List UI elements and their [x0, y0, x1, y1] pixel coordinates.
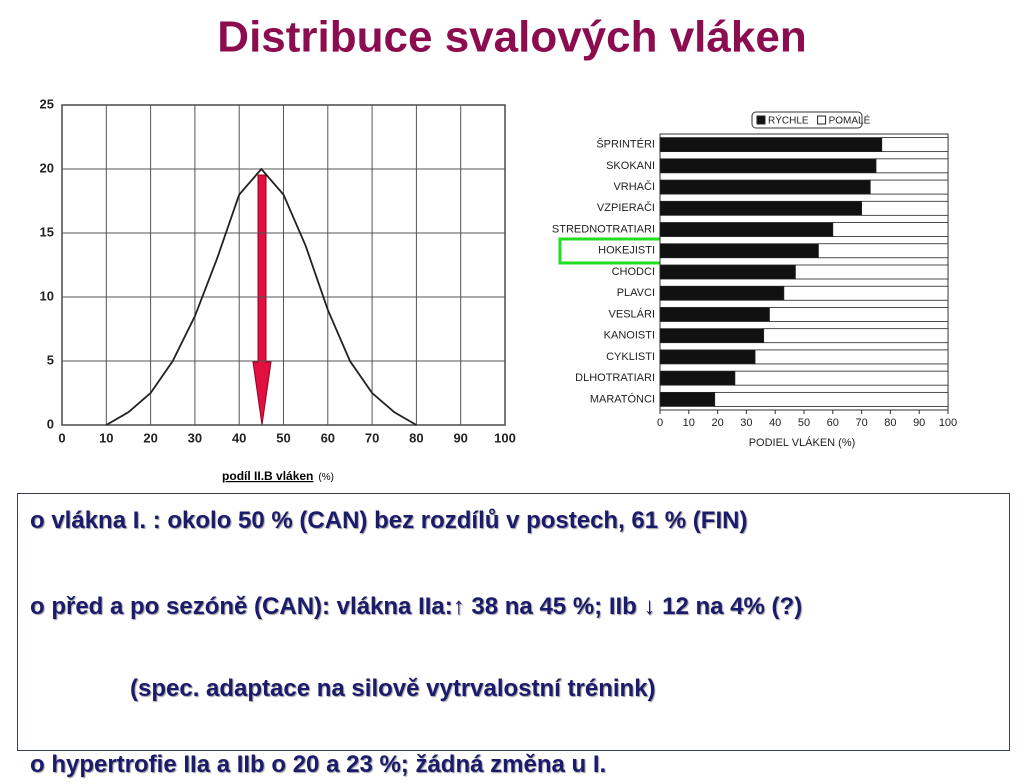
legend-label: POMALÉ [829, 114, 871, 127]
y-tick-label: MARATÓNCI [590, 392, 655, 405]
y-tick-label: DLHOTRATIARI [575, 372, 655, 384]
x-tick-label: 30 [740, 417, 752, 429]
bar [794, 264, 949, 280]
y-tick-label: CYKLISTI [606, 351, 655, 363]
bar [734, 370, 949, 386]
y-tick-label: STREDNOTRATIARI [552, 223, 655, 235]
legend-box [751, 111, 863, 129]
bar [754, 349, 949, 365]
bar [659, 158, 877, 174]
bar [659, 137, 883, 153]
x-tick-label: 100 [939, 417, 957, 429]
bar [881, 137, 949, 153]
x-tick-label: 80 [409, 430, 423, 445]
y-tick-label: 5 [47, 352, 54, 367]
bar [832, 222, 949, 237]
x-tick-label: 0 [657, 417, 663, 429]
y-tick-label: ŠPRINTÉRI [596, 138, 655, 151]
bar [769, 307, 949, 322]
y-tick-label: VESLÁRI [609, 307, 655, 320]
y-tick-label: VZPIERAČI [597, 201, 655, 214]
slide-title: Distribuce svalových vláken [217, 13, 806, 62]
bar [818, 243, 949, 259]
x-tick-label: 70 [365, 430, 379, 445]
sub-text: (spec. adaptace na silově vytrvalostní t… [130, 675, 656, 702]
x-tick-label: 0 [58, 430, 65, 445]
x-tick-label: 40 [232, 430, 246, 445]
legend-swatch [817, 115, 827, 125]
y-tick-label: 0 [47, 416, 54, 431]
y-tick-label: 10 [40, 288, 54, 303]
legend-swatch [756, 115, 766, 125]
x-tick-label: 20 [711, 417, 723, 429]
bullet-text: o před a po sezóně (CAN): vlákna IIa:↑ 3… [30, 593, 803, 620]
x-tick-label: 50 [276, 430, 290, 445]
y-tick-label: VRHAČI [613, 180, 655, 193]
x-axis-label: podíl II.B vláken (%) [222, 469, 334, 483]
bar [869, 179, 949, 195]
x-tick-label: 50 [798, 417, 810, 429]
x-tick-label: 80 [884, 417, 896, 429]
bar [659, 264, 796, 280]
y-tick-label: HOKEJISTI [598, 245, 655, 257]
y-tick-label: KANOISTI [604, 330, 655, 342]
charts: Distribuce svalových vláken 0 10 20 30 40 50 6… [40, 13, 958, 484]
bar [659, 285, 785, 301]
x-tick-label: 100 [494, 430, 516, 445]
y-tick-label: SKOKANI [606, 160, 655, 172]
y-tick-label: 25 [40, 96, 54, 111]
bar [875, 158, 949, 174]
y-tick-label: 20 [40, 160, 54, 175]
x-axis-label-main: podíl II.B vláken [222, 469, 313, 483]
bar [659, 243, 819, 259]
x-tick-label: 90 [913, 417, 925, 429]
y-tick-label: CHODCI [612, 266, 655, 278]
x-tick-label: 20 [143, 430, 157, 445]
x-tick-label: 10 [99, 430, 113, 445]
x-tick-label: 60 [321, 430, 335, 445]
line [105, 167, 417, 426]
bar [714, 391, 949, 407]
text-box: o vlákna I. : okolo 50 % (CAN) bez rozdí… [17, 493, 1010, 778]
x-tick-label: 40 [769, 417, 781, 429]
bar [659, 200, 863, 216]
x-axis-unit: (%) [318, 472, 334, 483]
bar [783, 285, 949, 301]
x-tick-label: 60 [827, 417, 839, 429]
y-tick-label: 15 [40, 224, 54, 239]
x-tick-label: 90 [453, 430, 467, 445]
slide: Distribuce svalových vláken 0 10 20 30 40 50 6… [17, 12, 1010, 778]
bar [763, 328, 949, 344]
x-tick-label: 70 [855, 417, 867, 429]
bar [659, 349, 756, 365]
bar [659, 307, 770, 322]
bullet-text: o hypertrofie IIa a IIb o 20 a 23 %; žád… [30, 751, 607, 778]
bar [861, 200, 949, 216]
bullet-text: o vlákna I. : okolo 50 % (CAN) bez rozdí… [30, 507, 748, 534]
y-tick-label: PLAVCI [617, 287, 655, 299]
bar [659, 391, 716, 407]
red-arrow [252, 174, 272, 426]
bar [659, 179, 871, 195]
x-axis-label: PODIEL VLÁKEN (%) [749, 436, 856, 449]
bar [659, 370, 736, 386]
bar [659, 222, 834, 237]
x-tick-label: 30 [188, 430, 202, 445]
x-tick-label: 10 [683, 417, 695, 429]
bar [659, 328, 765, 344]
legend-label: RÝCHLE [768, 114, 809, 127]
